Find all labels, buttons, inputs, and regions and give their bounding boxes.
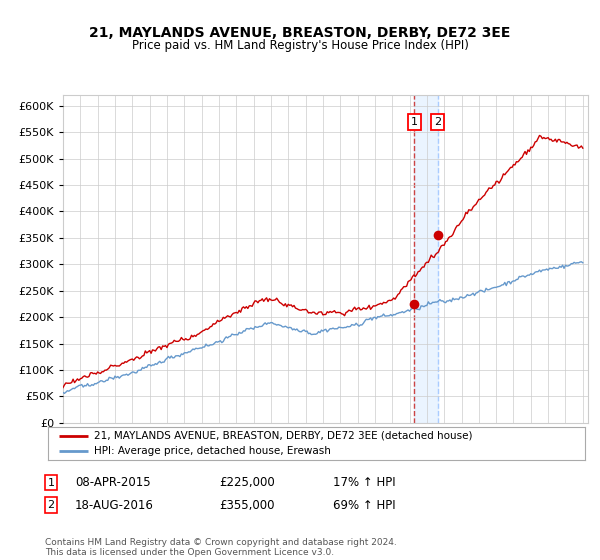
Text: Contains HM Land Registry data © Crown copyright and database right 2024.
This d: Contains HM Land Registry data © Crown c… — [45, 538, 397, 557]
Text: 18-AUG-2016: 18-AUG-2016 — [75, 498, 154, 512]
Text: £355,000: £355,000 — [219, 498, 275, 512]
Text: 69% ↑ HPI: 69% ↑ HPI — [333, 498, 395, 512]
Text: Price paid vs. HM Land Registry's House Price Index (HPI): Price paid vs. HM Land Registry's House … — [131, 39, 469, 52]
Text: HPI: Average price, detached house, Erewash: HPI: Average price, detached house, Erew… — [94, 446, 331, 456]
Text: 17% ↑ HPI: 17% ↑ HPI — [333, 476, 395, 489]
Text: £225,000: £225,000 — [219, 476, 275, 489]
Text: 2: 2 — [434, 116, 442, 127]
Text: 2: 2 — [47, 500, 55, 510]
Text: 21, MAYLANDS AVENUE, BREASTON, DERBY, DE72 3EE (detached house): 21, MAYLANDS AVENUE, BREASTON, DERBY, DE… — [94, 431, 472, 441]
Text: 1: 1 — [411, 116, 418, 127]
Text: 1: 1 — [47, 478, 55, 488]
Bar — [414, 95, 438, 423]
Text: 21, MAYLANDS AVENUE, BREASTON, DERBY, DE72 3EE: 21, MAYLANDS AVENUE, BREASTON, DERBY, DE… — [89, 26, 511, 40]
Text: 08-APR-2015: 08-APR-2015 — [75, 476, 151, 489]
